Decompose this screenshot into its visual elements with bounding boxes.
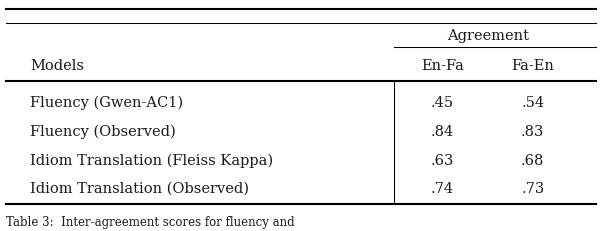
Text: .63: .63	[431, 154, 454, 167]
Text: .45: .45	[431, 96, 454, 110]
Text: Idiom Translation (Fleiss Kappa): Idiom Translation (Fleiss Kappa)	[30, 153, 273, 168]
Text: .54: .54	[521, 96, 544, 110]
Text: Table 3:  Inter-agreement scores for fluency and: Table 3: Inter-agreement scores for flue…	[6, 215, 294, 228]
Text: .68: .68	[521, 154, 544, 167]
Text: Fluency (Gwen-AC1): Fluency (Gwen-AC1)	[30, 96, 183, 110]
Text: Fa-En: Fa-En	[511, 59, 554, 73]
Text: En-Fa: En-Fa	[421, 59, 464, 73]
Text: .73: .73	[521, 181, 544, 195]
Text: Models: Models	[30, 59, 84, 73]
Text: Fluency (Observed): Fluency (Observed)	[30, 125, 176, 139]
Text: .74: .74	[431, 181, 454, 195]
Text: .83: .83	[521, 125, 544, 139]
Text: .84: .84	[431, 125, 454, 139]
Text: Idiom Translation (Observed): Idiom Translation (Observed)	[30, 181, 249, 195]
Text: Agreement: Agreement	[447, 29, 529, 43]
